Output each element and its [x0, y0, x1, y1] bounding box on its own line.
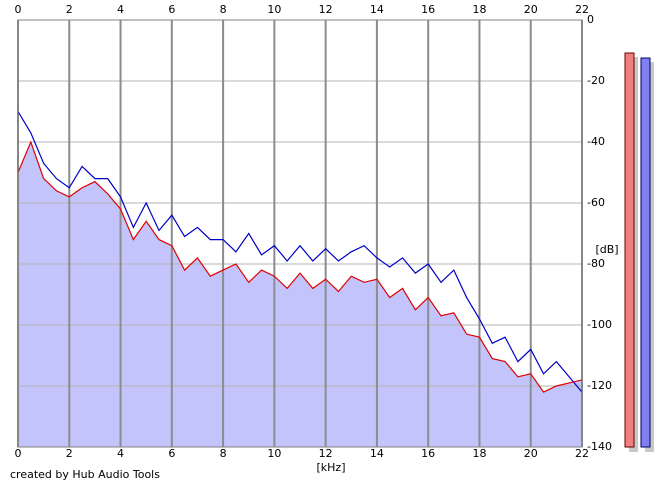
x-tick-label: 8 [220, 3, 227, 16]
credit: created by Hub Audio Tools [10, 468, 160, 481]
x-tick-label: 0 [15, 447, 22, 460]
x-tick-label: 0 [15, 3, 22, 16]
left-meter [624, 52, 635, 448]
x-tick-label: 22 [575, 447, 589, 460]
y-tick-label: -20 [587, 74, 605, 87]
spectrum-line [17, 140, 583, 393]
spectrum-line [17, 111, 583, 393]
right-meter [640, 57, 651, 448]
x-tick-label: 10 [267, 3, 281, 16]
x-tick-label: 22 [575, 3, 589, 16]
y-tick-label: -40 [587, 135, 605, 148]
x-tick-label: 4 [117, 3, 124, 16]
x-tick-label: 12 [319, 447, 333, 460]
x-tick-label: 2 [66, 447, 73, 460]
x-tick-label: 2 [66, 3, 73, 16]
x-axis-label: [kHz] [317, 461, 346, 474]
y-tick-label: -100 [587, 318, 612, 331]
x-tick-label: 10 [267, 447, 281, 460]
plot: 0-20-40-60-80-100-120-140002244668810101… [15, 3, 612, 460]
y-tick-label: -60 [587, 196, 605, 209]
x-tick-label: 18 [472, 447, 486, 460]
x-tick-label: 6 [168, 3, 175, 16]
x-tick-label: 6 [168, 447, 175, 460]
x-tick-label: 20 [524, 3, 538, 16]
y-tick-label: 0 [587, 13, 594, 26]
x-tick-label: 16 [421, 447, 435, 460]
x-tick-label: 14 [370, 3, 384, 16]
spectrum-fill [18, 142, 582, 447]
y-tick-label: -80 [587, 257, 605, 270]
x-tick-label: 18 [472, 3, 486, 16]
x-tick-label: 16 [421, 3, 435, 16]
y-axis-label: [dB] [595, 243, 618, 256]
plot-border [17, 19, 583, 448]
x-tick-label: 4 [117, 447, 124, 460]
x-tick-label: 8 [220, 447, 227, 460]
x-tick-label: 14 [370, 447, 384, 460]
y-tick-label: -120 [587, 379, 612, 392]
y-tick-label: -140 [587, 440, 612, 453]
x-tick-label: 12 [319, 3, 333, 16]
x-tick-label: 20 [524, 447, 538, 460]
